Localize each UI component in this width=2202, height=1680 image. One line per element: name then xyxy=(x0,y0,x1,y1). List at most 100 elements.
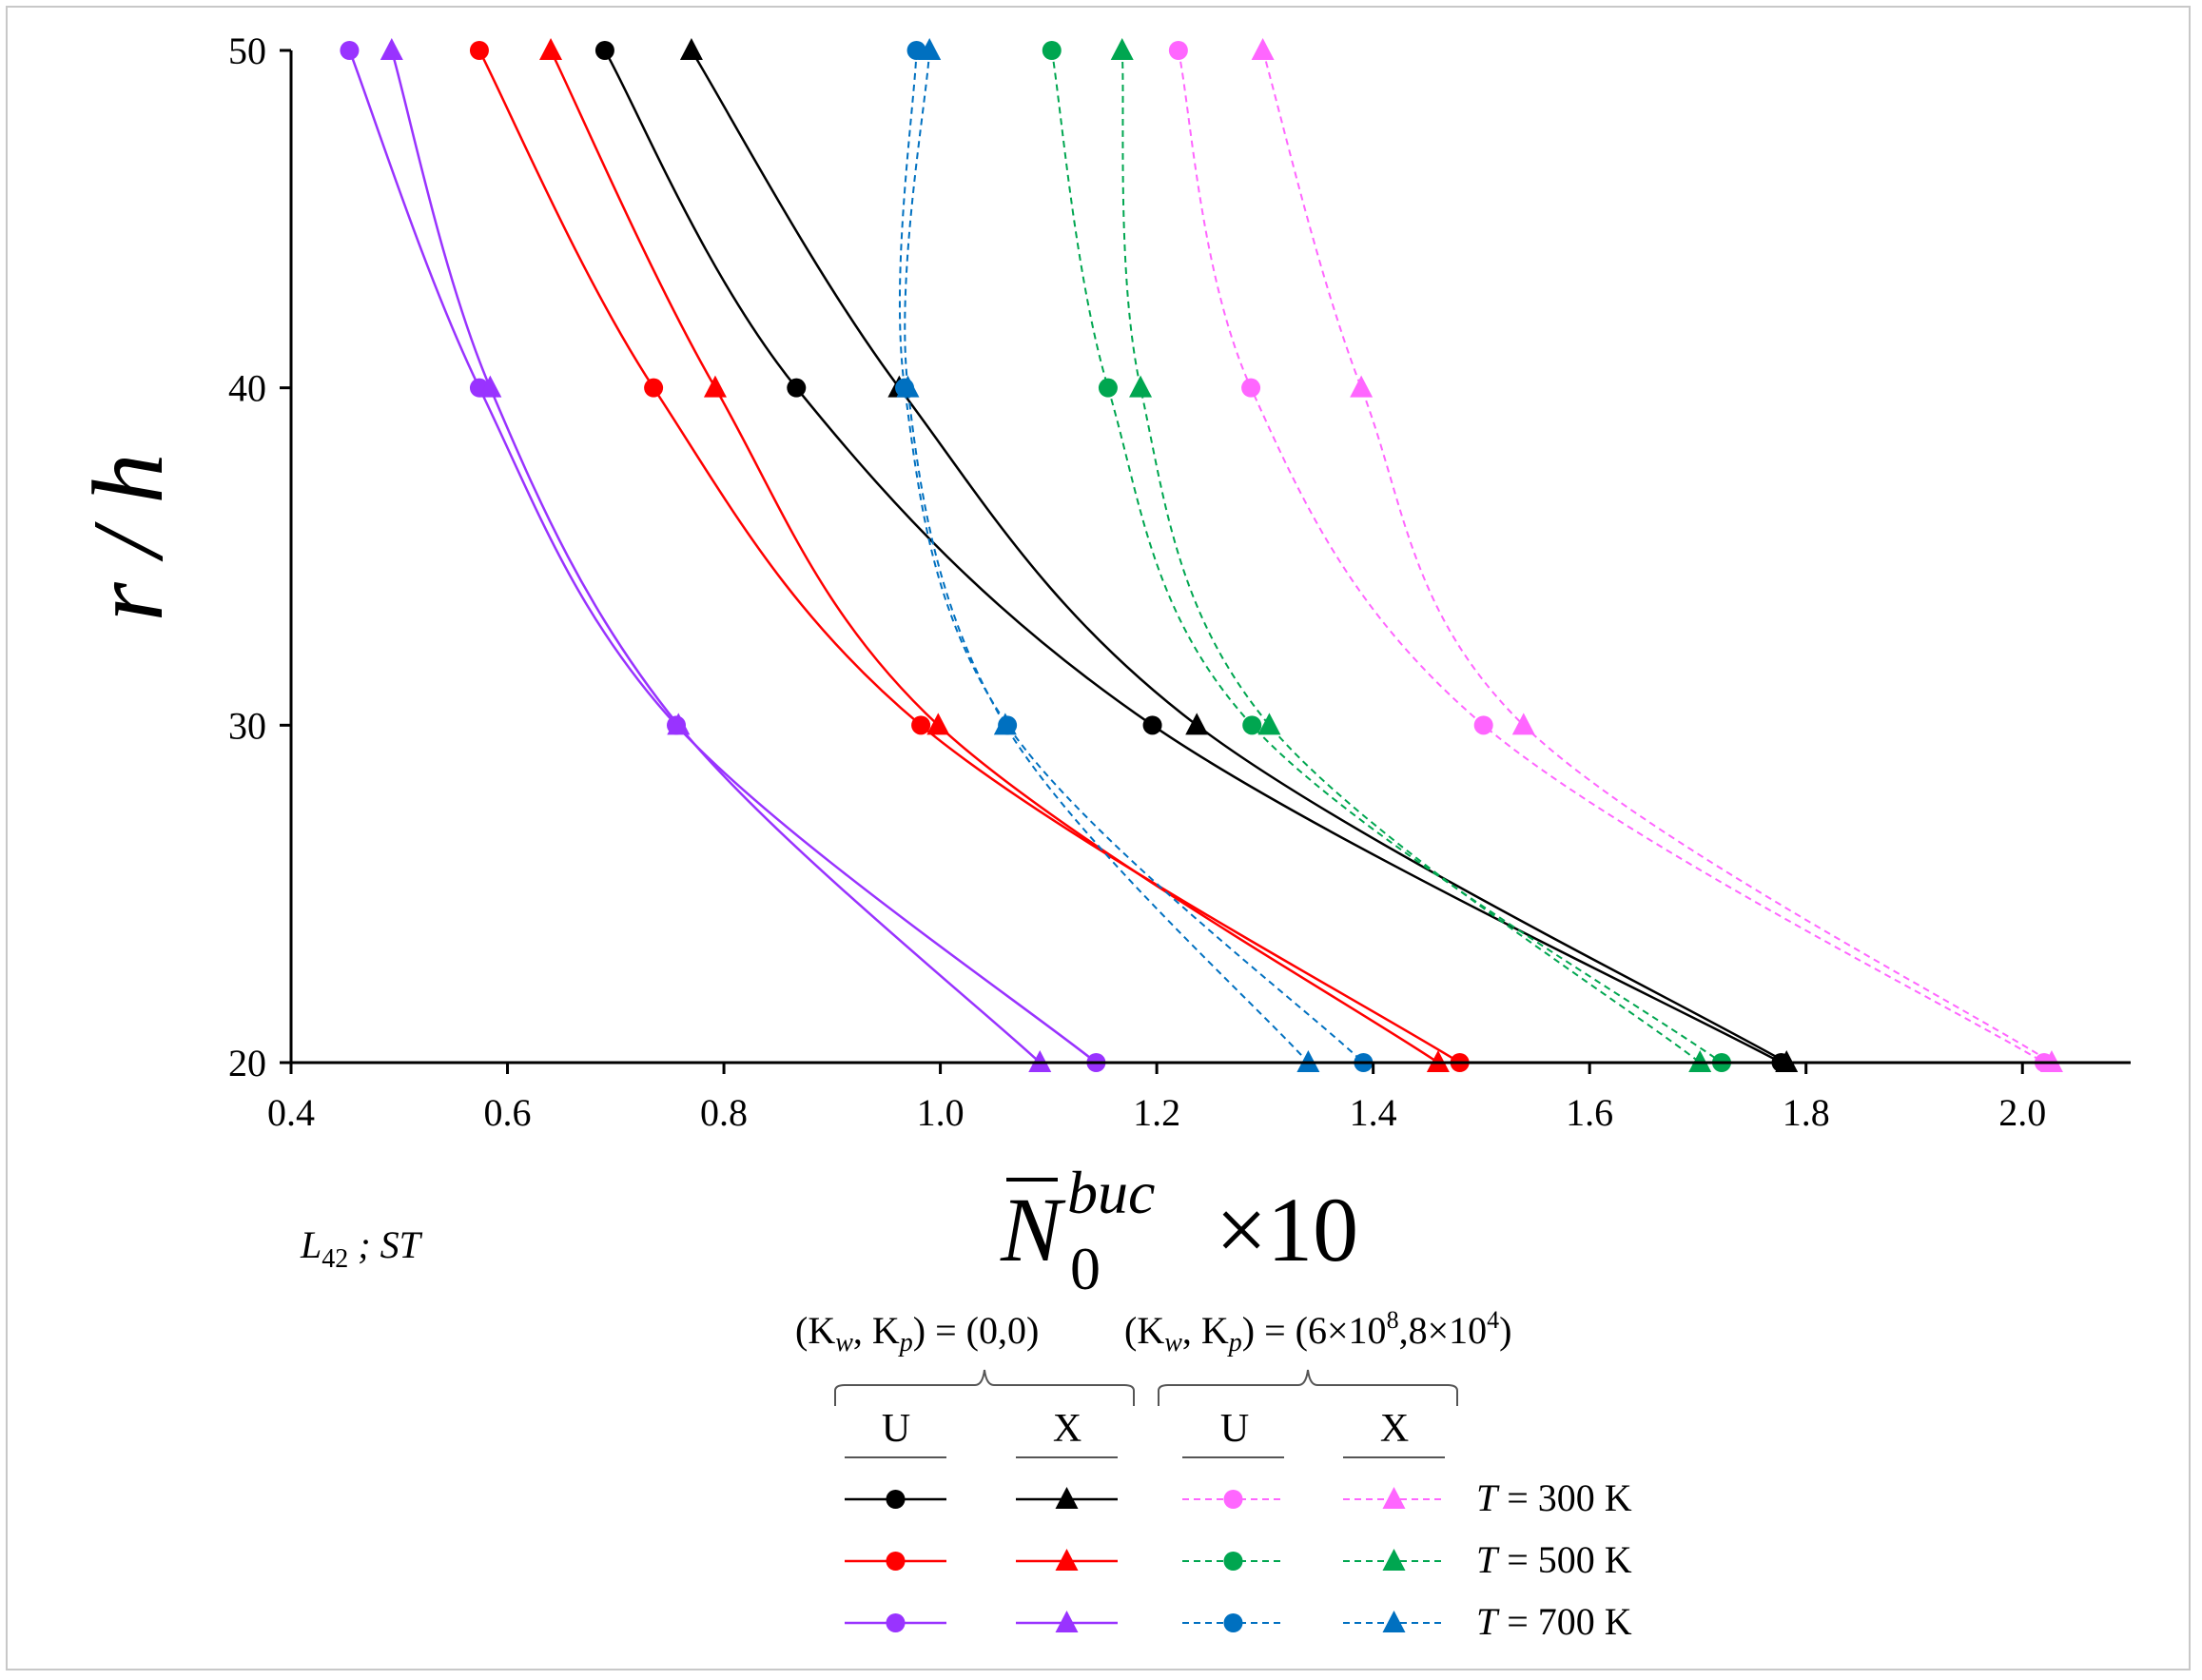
x-tick-label: 1.8 xyxy=(1783,1091,1830,1134)
legend-sample-marker xyxy=(1223,1613,1243,1632)
axes: 20 30 40 50 0.4 0.6 0.8 1.0 1.2 1.4 1.6 1.8 2.0 xyxy=(228,29,2131,1134)
data-point xyxy=(703,375,727,398)
legend-sample-marker xyxy=(1055,1487,1079,1509)
series-line xyxy=(477,49,1461,1065)
data-point xyxy=(1168,41,1188,60)
data-point xyxy=(1185,713,1209,735)
plot-area xyxy=(340,38,2063,1072)
annotation-rest: ; ST xyxy=(348,1223,422,1266)
legend-samples xyxy=(845,1487,1445,1632)
legend-sample-marker xyxy=(1055,1549,1079,1571)
series-5 xyxy=(380,38,1052,1072)
series-4 xyxy=(340,41,1106,1072)
data-point xyxy=(993,713,1017,735)
x-tick-label: 1.0 xyxy=(917,1091,965,1134)
y-tick-label: 20 xyxy=(228,1042,266,1084)
data-point xyxy=(539,38,563,60)
legend-sample-marker xyxy=(1382,1487,1406,1509)
series-line xyxy=(348,49,1098,1064)
legend-group2-title: (Kw, Kp) = (6×108,8×104) xyxy=(1124,1306,1511,1358)
legend-group1-brace xyxy=(834,1369,1135,1406)
legend-sample-marker xyxy=(886,1490,906,1509)
data-point xyxy=(1257,713,1281,735)
series-line xyxy=(549,49,1439,1065)
x-axis-label-suffix: ×10 xyxy=(1216,1179,1358,1280)
series-8 xyxy=(1042,41,1731,1072)
series-line xyxy=(1120,49,1701,1064)
series-line xyxy=(390,49,1042,1064)
data-point xyxy=(478,375,502,398)
data-point xyxy=(380,38,403,60)
x-tick-label: 1.6 xyxy=(1566,1091,1613,1134)
data-point xyxy=(1098,378,1118,398)
legend-row-700: T = 700 K xyxy=(1476,1600,1632,1643)
data-point xyxy=(926,713,950,735)
x-axis-label-main: N xyxy=(1000,1179,1066,1280)
series-line xyxy=(898,49,1365,1064)
series-line xyxy=(1261,49,2053,1064)
data-point xyxy=(469,41,489,60)
x-axis-label: N buc 0 ×10 xyxy=(1000,1159,1358,1302)
legend-sample-marker xyxy=(1223,1552,1243,1571)
data-point xyxy=(340,41,360,60)
data-point xyxy=(1251,38,1275,60)
legend-group1-title: (Kw, Kp) = (0,0) xyxy=(795,1309,1039,1358)
data-point xyxy=(679,38,703,60)
data-point xyxy=(1142,715,1162,735)
data-point xyxy=(644,378,664,398)
data-point xyxy=(667,713,691,735)
x-tick-label: 0.8 xyxy=(700,1091,748,1134)
y-tick-label: 40 xyxy=(228,367,266,410)
legend-sample-marker xyxy=(1055,1611,1079,1632)
legend-sample-marker xyxy=(886,1613,906,1632)
y-axis-label: r / h xyxy=(72,454,184,622)
series-line xyxy=(904,49,1310,1064)
annotation-sub: 42 xyxy=(322,1244,348,1274)
series-7 xyxy=(1251,38,2063,1072)
y-tick-label: 50 xyxy=(228,29,266,72)
legend-col-u-2: U xyxy=(1220,1407,1249,1451)
annotation-main: L xyxy=(300,1223,322,1266)
annotation-label: L42 ; ST xyxy=(300,1223,423,1274)
legend-group2-brace xyxy=(1158,1369,1458,1406)
data-point xyxy=(1511,713,1535,735)
series-line xyxy=(1050,49,1723,1064)
data-point xyxy=(1042,41,1062,60)
legend-col-u-1: U xyxy=(882,1407,910,1451)
x-tick-label: 1.2 xyxy=(1133,1091,1180,1134)
data-point xyxy=(918,38,942,60)
x-tick-label: 2.0 xyxy=(1998,1091,2046,1134)
data-point xyxy=(1473,715,1493,735)
legend-sample-marker xyxy=(1223,1490,1243,1509)
legend-row-300: T = 300 K xyxy=(1476,1476,1632,1519)
x-axis-label-sub: 0 xyxy=(1070,1235,1101,1302)
data-point xyxy=(911,715,931,735)
legend: (Kw, Kp) = (0,0) (Kw, Kp) = (6×108,8×104… xyxy=(795,1306,1632,1643)
legend-sample-marker xyxy=(1382,1549,1406,1571)
x-tick-label: 0.4 xyxy=(267,1091,315,1134)
series-1 xyxy=(679,38,1799,1072)
x-tick-label: 1.4 xyxy=(1350,1091,1397,1134)
data-point xyxy=(896,375,920,398)
legend-sample-marker xyxy=(886,1552,906,1571)
legend-sample-marker xyxy=(1382,1611,1406,1632)
series-line xyxy=(1177,49,2045,1064)
legend-col-x-1: X xyxy=(1053,1407,1082,1451)
data-point xyxy=(1242,715,1262,735)
legend-col-x-2: X xyxy=(1380,1407,1409,1451)
data-point xyxy=(1110,38,1134,60)
data-point xyxy=(1241,378,1261,398)
x-axis-label-sup: buc xyxy=(1067,1159,1155,1226)
data-point xyxy=(1129,375,1153,398)
data-point xyxy=(594,41,614,60)
series-9 xyxy=(1110,38,1712,1072)
x-tick-label: 0.6 xyxy=(484,1091,532,1134)
series-11 xyxy=(896,38,1320,1072)
legend-row-500: T = 500 K xyxy=(1476,1538,1632,1581)
series-2 xyxy=(469,41,1470,1072)
series-3 xyxy=(539,38,1450,1072)
data-point xyxy=(787,378,807,398)
series-line xyxy=(603,49,1783,1065)
data-point xyxy=(1350,375,1374,398)
